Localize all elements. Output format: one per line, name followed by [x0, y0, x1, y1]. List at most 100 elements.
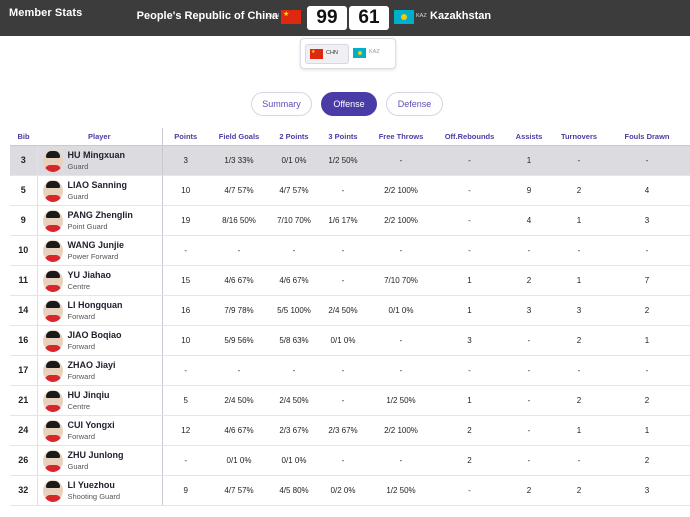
tab-defense[interactable]: Defense: [386, 92, 443, 116]
table-row[interactable]: 26 ZHU Junlong Guard -0/1 0% 0/1 0% - -2- -2: [10, 445, 690, 476]
player-cell[interactable]: ZHAO Jiayi Forward: [37, 355, 163, 386]
col-header-fouls-drawn[interactable]: Fouls Drawn: [604, 128, 690, 146]
stat-points: 10: [162, 175, 209, 206]
player-cell[interactable]: LI Hongquan Forward: [37, 295, 163, 326]
stat-free-throws: 7/10 70%: [367, 265, 435, 296]
stat-points: 12: [162, 415, 209, 446]
stat-free-throws: 2/2 100%: [367, 205, 435, 236]
stat-assists: 2: [504, 265, 554, 296]
player-name[interactable]: LI Hongquan: [67, 299, 123, 310]
stat-2-points: -: [269, 355, 319, 386]
stat-points: 9: [162, 475, 209, 506]
stat-off-rebounds: 1: [435, 385, 504, 416]
table-row[interactable]: 3 HU Mingxuan Guard 3 1/3 33% 0/1 0% 1/2 50% - -…: [10, 145, 690, 176]
stat-field-goals: 4/7 57%: [209, 175, 269, 206]
col-header-turnovers[interactable]: Turnovers: [554, 128, 604, 146]
tab-offense[interactable]: Offense: [321, 92, 377, 116]
player-cell[interactable]: HU Jinqiu Centre: [37, 385, 163, 416]
player-cell[interactable]: WANG Junjie Power Forward: [37, 235, 163, 266]
stat-2-points: 5/8 63%: [269, 325, 319, 356]
stat-free-throws: 2/2 100%: [367, 175, 435, 206]
stat-3-points: 1/2 50%: [319, 145, 367, 176]
table-row[interactable]: 10 WANG Junjie Power Forward - - - - - - - - -: [10, 235, 690, 266]
stat-points: 15: [162, 265, 209, 296]
player-name[interactable]: YU Jiahao: [67, 269, 112, 280]
stat-turnovers: 2: [554, 175, 604, 206]
player-name[interactable]: ZHU Junlong: [67, 449, 124, 460]
stat-3-points: -: [319, 355, 367, 386]
player-cell[interactable]: HU Mingxuan Guard: [37, 145, 163, 176]
col-header-field-goals[interactable]: Field Goals: [209, 128, 269, 146]
table-row[interactable]: 9 PANG Zhenglin Point Guard 19 8/16 50% 7/10 …: [10, 205, 690, 236]
player-name[interactable]: PANG Zhenglin: [67, 209, 133, 220]
table-row[interactable]: 21 HU Jinqiu Centre 5 2/4 50% 2/4 50% -1/2 50%…: [10, 385, 690, 416]
table-row[interactable]: 14 LI Hongquan Forward 16 7/9 78% 5/5 100% 2/4…: [10, 295, 690, 326]
table-row[interactable]: 24 CUI Yongxi Forward 12 4/6 67% 2/3 67% 2/3 6…: [10, 415, 690, 446]
stat-fouls-drawn: 2: [604, 385, 690, 416]
stat-field-goals: 7/9 78%: [209, 295, 269, 326]
stat-free-throws: -: [367, 235, 435, 266]
player-avatar: [42, 239, 63, 262]
team-switch-label: KAZ: [369, 49, 380, 55]
player-cell[interactable]: YU Jiahao Centre: [37, 265, 163, 296]
stat-assists: -: [504, 235, 554, 266]
stat-turnovers: 3: [554, 295, 604, 326]
player-cell[interactable]: CUI Yongxi Forward: [37, 415, 163, 446]
player-position: Guard: [67, 461, 89, 471]
player-name[interactable]: CUI Yongxi: [67, 419, 115, 430]
stat-points: -: [162, 235, 209, 266]
col-header-off-rebounds[interactable]: Off.Rebounds: [435, 128, 504, 146]
stat-assists: -: [504, 385, 554, 416]
table-row[interactable]: 32 LI Yuezhou Shooting Guard 9 4/7 57% 4/5 80…: [10, 475, 690, 506]
table-row[interactable]: 11 YU Jiahao Centre 15 4/6 67% 4/6 67% -7/10 7…: [10, 265, 690, 296]
tab-summary[interactable]: Summary: [251, 92, 312, 116]
col-header-assists[interactable]: Assists: [504, 128, 554, 146]
player-cell[interactable]: JIAO Boqiao Forward: [37, 325, 163, 356]
stat-fouls-drawn: 3: [604, 475, 690, 506]
col-header-bib[interactable]: Bib: [10, 128, 37, 146]
team-switch-chn[interactable]: ★ CHN: [305, 44, 349, 64]
stat-fouls-drawn: -: [604, 145, 690, 176]
stat-turnovers: -: [554, 445, 604, 476]
stats-tabs: Summary Offense Defense: [0, 92, 690, 116]
stat-3-points: -: [319, 175, 367, 206]
stat-field-goals: -: [209, 235, 269, 266]
table-row[interactable]: 5 LIAO Sanning Guard 10 4/7 57% 4/7 57% -2/2 1…: [10, 175, 690, 206]
player-cell[interactable]: LIAO Sanning Guard: [37, 175, 163, 206]
player-name[interactable]: LIAO Sanning: [67, 179, 128, 190]
stat-off-rebounds: -: [435, 235, 504, 266]
player-name[interactable]: HU Jinqiu: [67, 389, 110, 400]
player-cell[interactable]: ZHU Junlong Guard: [37, 445, 163, 476]
col-header-free-throws[interactable]: Free Throws: [367, 128, 435, 146]
team-switch-kaz[interactable]: KAZ: [349, 44, 393, 64]
player-bib: 10: [10, 235, 38, 266]
player-name[interactable]: LI Yuezhou: [67, 479, 115, 490]
player-name[interactable]: ZHAO Jiayi: [67, 359, 116, 370]
col-header-3-points[interactable]: 3 Points: [319, 128, 367, 146]
player-avatar: [42, 479, 63, 502]
player-cell[interactable]: PANG Zhenglin Point Guard: [37, 205, 163, 236]
stat-assists: 2: [504, 475, 554, 506]
player-position: Centre: [67, 281, 91, 291]
away-score: 61: [349, 6, 389, 30]
stat-field-goals: 4/7 57%: [209, 475, 269, 506]
player-name[interactable]: HU Mingxuan: [67, 149, 126, 160]
stat-3-points: 0/1 0%: [319, 325, 367, 356]
stat-free-throws: 1/2 50%: [367, 385, 435, 416]
kazakhstan-flag-icon: [353, 48, 366, 58]
stat-field-goals: 4/6 67%: [209, 415, 269, 446]
col-header-points[interactable]: Points: [162, 128, 209, 146]
table-row[interactable]: 16 JIAO Boqiao Forward 10 5/9 56% 5/8 63% 0/1 …: [10, 325, 690, 356]
table-row[interactable]: 17 ZHAO Jiayi Forward - - - - - - - - -: [10, 355, 690, 386]
stat-off-rebounds: 2: [435, 445, 504, 476]
player-name[interactable]: JIAO Boqiao: [67, 329, 122, 340]
stat-free-throws: 1/2 50%: [367, 475, 435, 506]
col-header-player[interactable]: Player: [37, 128, 163, 146]
stat-turnovers: -: [554, 355, 604, 386]
stat-2-points: -: [269, 235, 319, 266]
player-cell[interactable]: LI Yuezhou Shooting Guard: [37, 475, 163, 506]
home-team-name: People's Republic of China: [136, 10, 278, 22]
player-name[interactable]: WANG Junjie: [67, 239, 125, 250]
stat-fouls-drawn: 1: [604, 415, 690, 446]
col-header-2-points[interactable]: 2 Points: [269, 128, 319, 146]
